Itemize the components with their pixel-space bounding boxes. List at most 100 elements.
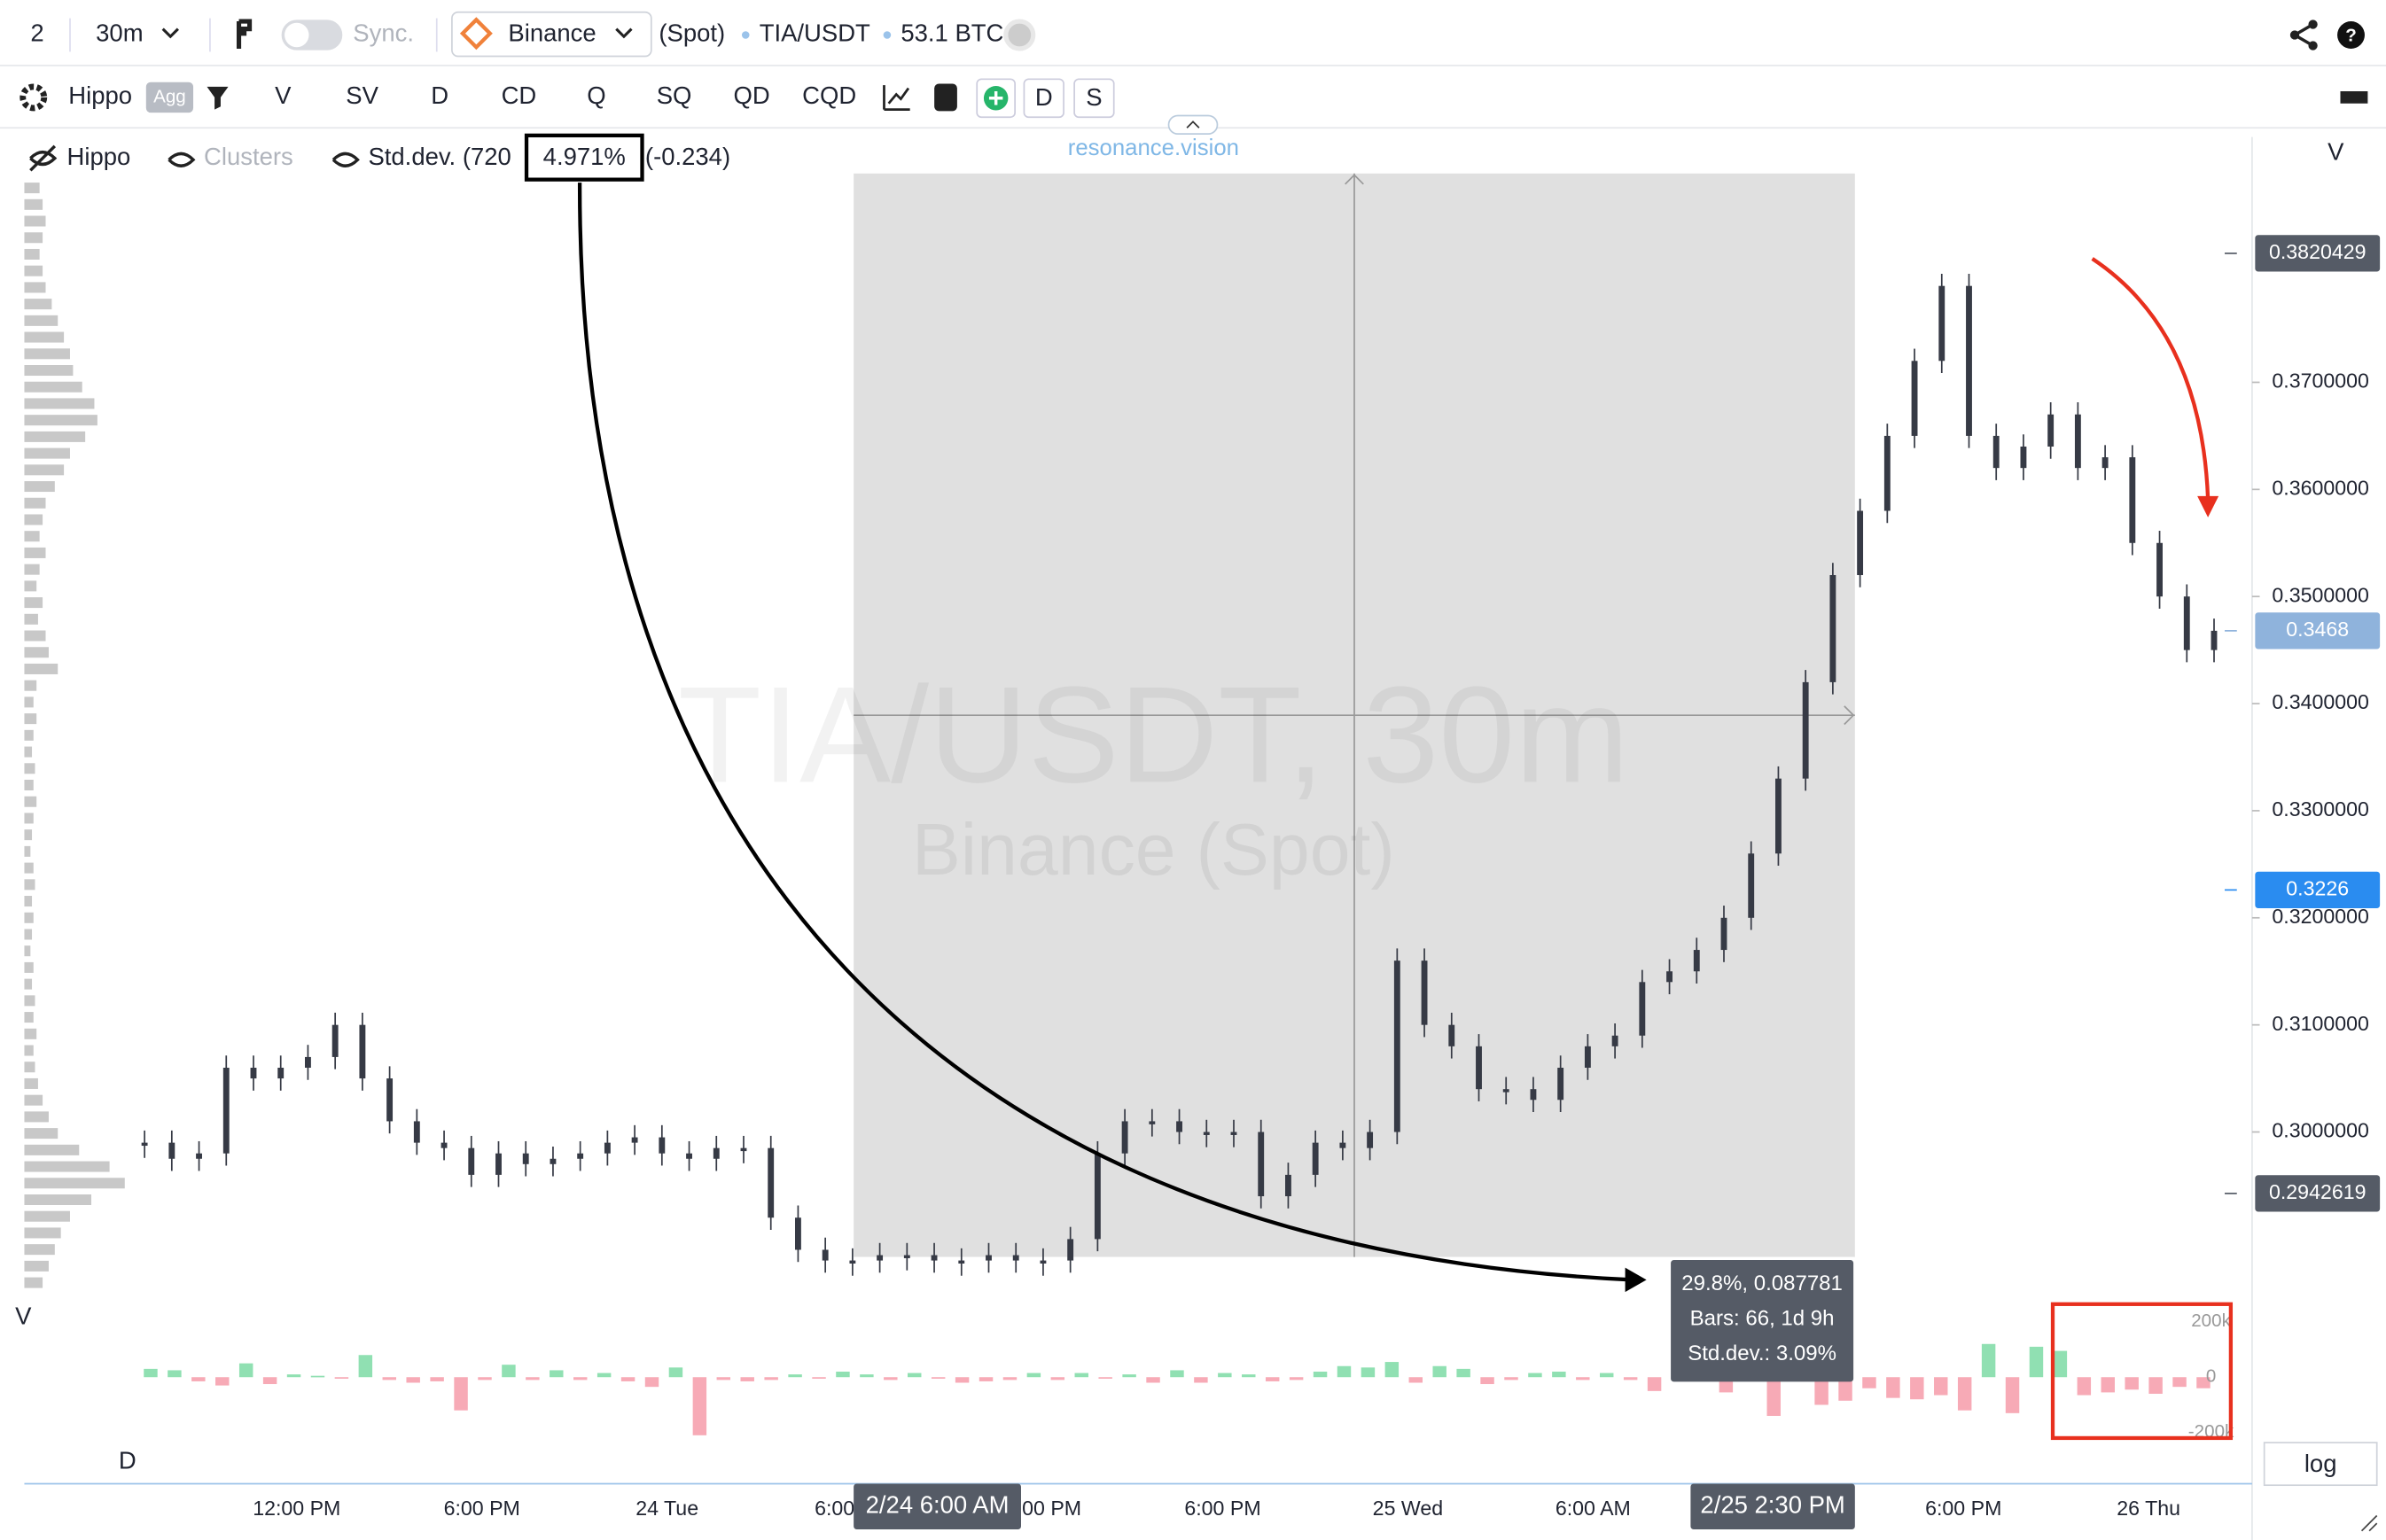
delta-bar [1552,1371,1566,1378]
delta-bar [1576,1377,1590,1381]
volume-profile-bar [24,597,43,609]
volume-profile-bar [24,580,37,592]
candle [1883,435,1891,511]
crosshair-label-box [854,1483,1021,1529]
volume-profile-bar [24,348,70,360]
delta-bar [1146,1377,1160,1383]
add-button[interactable] [976,78,1016,119]
indicator-button[interactable]: SV [346,82,378,109]
indicator-button[interactable]: V [275,82,292,109]
delta-bar [310,1375,325,1378]
delta-bar [238,1363,253,1378]
volume-profile-bar [24,613,38,625]
candle [1829,575,1836,682]
delta-bar [1361,1367,1376,1378]
exchange-select[interactable] [451,11,652,58]
candle [1720,917,1727,951]
legend-clusters: Clusters [204,143,293,170]
candle [168,1142,175,1159]
interval[interactable]: 30m [96,19,143,47]
status [1003,19,1036,51]
delta-bar [526,1377,540,1381]
layout[interactable]: 2 [30,19,43,47]
candle [304,1056,311,1069]
site-watermark: resonance.vision [1068,136,1239,160]
symbol: TIA/USDT [760,19,870,47]
delta-bar [931,1377,946,1379]
candle [1502,1089,1509,1093]
doc-icon[interactable] [934,83,957,112]
ruler-icon[interactable] [2340,91,2368,104]
candle [1530,1089,1537,1101]
toggle-knob [285,22,309,48]
candle [1748,853,1755,918]
volume-profile-bar [24,845,31,857]
collapse-button[interactable] [1167,114,1219,135]
toggle-button[interactable] [1073,78,1115,119]
candle [359,1024,366,1079]
delta-bar [1456,1368,1470,1378]
candle [2183,596,2190,650]
delta-bar [406,1377,420,1383]
delta-bar [1957,1377,1972,1411]
indicator-button[interactable]: D [431,82,448,109]
indicator-button[interactable]: Q [587,82,605,109]
volume-profile-bar [24,331,65,343]
eye-icon[interactable] [331,152,360,167]
hide-icon[interactable] [29,144,58,172]
candle [2129,457,2136,543]
time-tick-label: 26 Thu [2117,1497,2180,1520]
volume-profile-bar [24,945,31,957]
market: (Spot) [659,19,725,47]
share-dot [2308,41,2318,51]
filter-icon[interactable] [207,86,229,110]
delta-bar [1647,1377,1662,1391]
candle [577,1153,584,1159]
symbol-watermark: TIA/USDT, 30m [678,657,1629,811]
legend-hippo: Hippo [67,143,131,170]
volume-profile-bar [24,1244,55,1256]
delta-bar [1432,1365,1446,1378]
arrow-head [1625,1267,1647,1293]
toggle-label: S [1086,83,1102,111]
help-icon[interactable] [2337,21,2365,49]
candle [1339,1142,1346,1148]
chart-icon[interactable] [883,85,910,112]
indicator-button[interactable]: CD [502,82,537,109]
delta-bar [1599,1373,1614,1378]
delta-bar [454,1377,468,1411]
indicator-button[interactable]: CQD [802,82,856,109]
candle [1911,361,1918,436]
price-tick-label: 0.3200000 [2272,905,2369,928]
volume-profile-bar [24,1227,61,1239]
eye-icon[interactable] [168,152,196,167]
delta-bar [1002,1377,1018,1381]
indicator-button[interactable]: SQ [657,82,692,109]
candle [1557,1068,1564,1101]
candle [877,1255,884,1261]
indicator-button[interactable]: QD [734,82,770,109]
tool-icon[interactable] [236,19,253,49]
log-button[interactable] [2263,1442,2378,1487]
candle [141,1142,148,1147]
toggle-button[interactable] [1023,78,1064,119]
delta-bar [788,1374,802,1378]
volume-profile-bar [24,746,33,758]
candle [1476,1046,1482,1090]
price-label: 0.3820429 [2269,240,2367,263]
agg-badge[interactable] [145,82,194,113]
candle [931,1255,938,1261]
time-tick-label: 6:00 PM [1184,1497,1260,1520]
volume-profile-bar [24,1194,92,1206]
delta-bar [596,1373,612,1378]
candle [822,1249,829,1261]
candle [522,1153,529,1164]
volume-profile-bar [24,381,82,393]
price-tick-label: 0.3700000 [2272,369,2369,393]
price-tick-label: 0.3000000 [2272,1119,2369,1142]
candle [2156,542,2163,597]
delta-bar [1408,1377,1423,1383]
measure-tooltip [1671,1260,1854,1382]
candle [1584,1046,1591,1069]
delta-bar [908,1373,922,1378]
